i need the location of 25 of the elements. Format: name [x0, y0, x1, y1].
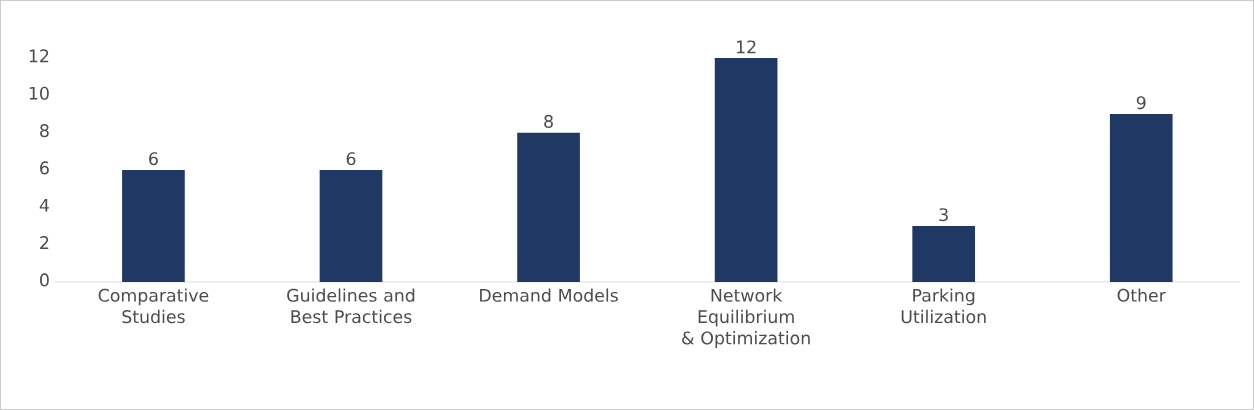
bar: [122, 170, 185, 282]
y-tick-label: 2: [40, 236, 49, 249]
data-label: 9: [1136, 96, 1146, 110]
y-tick-label: 4: [39, 198, 49, 212]
y-tick-label: 10: [29, 86, 49, 100]
bar: [517, 132, 580, 282]
data-label: 8: [544, 114, 553, 128]
y-tick-label: 12: [29, 49, 49, 63]
x-tick-label: Guidelines and Best Practices: [287, 288, 415, 324]
bar: [319, 170, 383, 282]
bar: [1109, 114, 1173, 282]
x-tick-label: Parking Utilization: [901, 288, 986, 324]
data-label: 6: [149, 152, 158, 166]
data-label: 12: [736, 40, 756, 54]
y-tick-label: 6: [40, 161, 49, 175]
x-tick-label: Other: [1117, 288, 1166, 302]
y-tick-label: 8: [40, 124, 49, 138]
y-tick-label: 0: [40, 273, 49, 287]
x-tick-label: Network Equilibrium & Optimization: [682, 288, 810, 348]
x-tick-label: Demand Models: [480, 288, 618, 302]
data-label: 6: [346, 152, 356, 166]
data-label: 3: [939, 208, 948, 222]
bar: [912, 226, 976, 282]
x-tick-label: Comparative Studies: [98, 288, 209, 324]
bar: [714, 57, 778, 282]
